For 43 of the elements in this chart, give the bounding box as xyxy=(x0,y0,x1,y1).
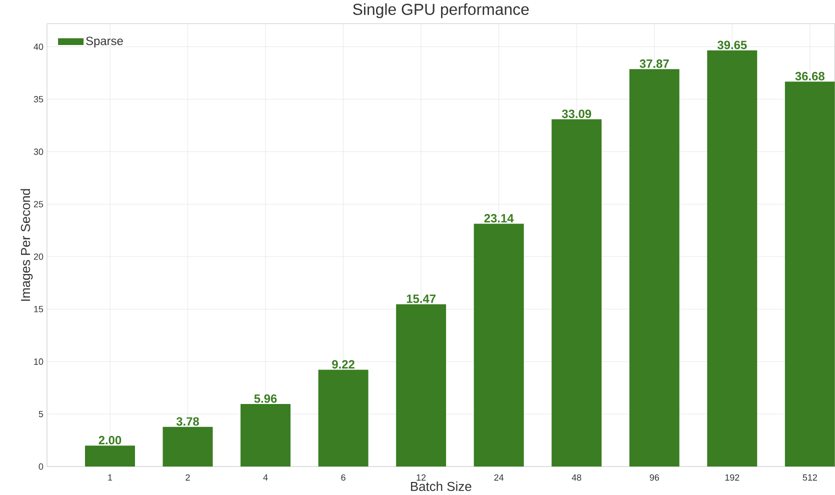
bar xyxy=(84,446,135,467)
x-tick-label: 12 xyxy=(416,474,426,481)
y-tick-label: 0 xyxy=(38,464,44,470)
y-axis-title: Images Per Second xyxy=(20,189,33,301)
y-tick-label: 20 xyxy=(34,254,44,260)
y-tick-label: 5 xyxy=(38,411,44,418)
x-tick-label: 1 xyxy=(108,474,112,481)
bar xyxy=(162,427,213,467)
legend-label: Sparse xyxy=(86,36,123,48)
data-label: 2.00 xyxy=(98,436,122,445)
x-tick-label: 96 xyxy=(650,474,659,481)
x-tick-label: 2 xyxy=(186,474,190,481)
x-tick-label: 24 xyxy=(494,474,504,481)
chart-title: Single GPU performance xyxy=(353,4,529,18)
bar xyxy=(707,50,758,467)
bar xyxy=(784,82,835,467)
data-label: 36.68 xyxy=(795,72,825,81)
y-tick-label: 25 xyxy=(34,201,44,208)
bar xyxy=(629,69,680,467)
bar xyxy=(318,370,368,467)
data-label: 3.78 xyxy=(176,417,200,426)
data-label: 23.14 xyxy=(484,214,514,223)
data-label: 15.47 xyxy=(406,294,436,304)
y-tick-label: 30 xyxy=(34,148,44,156)
bar xyxy=(396,304,446,467)
x-tick-label: 192 xyxy=(725,474,740,481)
x-axis-title: Batch Size xyxy=(411,482,472,492)
x-tick-label: 48 xyxy=(572,474,582,481)
bar xyxy=(240,404,291,467)
y-tick-label: 15 xyxy=(34,306,44,312)
bar xyxy=(552,119,602,467)
data-label: 5.96 xyxy=(254,394,277,404)
x-tick-label: 512 xyxy=(802,474,817,481)
y-tick-label: 40 xyxy=(34,44,44,50)
data-label: 37.87 xyxy=(640,60,669,68)
x-tick-label: 6 xyxy=(341,474,346,481)
y-tick-label: 35 xyxy=(34,96,44,103)
data-label: 39.65 xyxy=(717,40,747,50)
y-tick-label: 10 xyxy=(34,358,44,365)
data-label: 33.09 xyxy=(562,110,592,118)
x-tick-label: 4 xyxy=(263,474,268,481)
data-label: 9.22 xyxy=(332,360,354,369)
bar xyxy=(474,224,524,467)
